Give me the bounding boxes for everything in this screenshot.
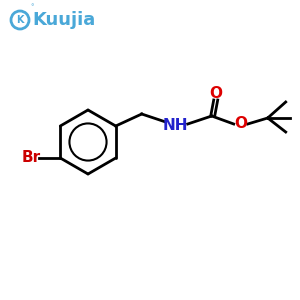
Text: NH: NH xyxy=(163,118,188,133)
Text: O: O xyxy=(234,116,247,131)
Text: Br: Br xyxy=(22,151,41,166)
Text: O: O xyxy=(209,86,222,101)
Text: Kuujia: Kuujia xyxy=(32,11,95,29)
Text: °: ° xyxy=(30,4,34,10)
Text: K: K xyxy=(16,15,24,25)
